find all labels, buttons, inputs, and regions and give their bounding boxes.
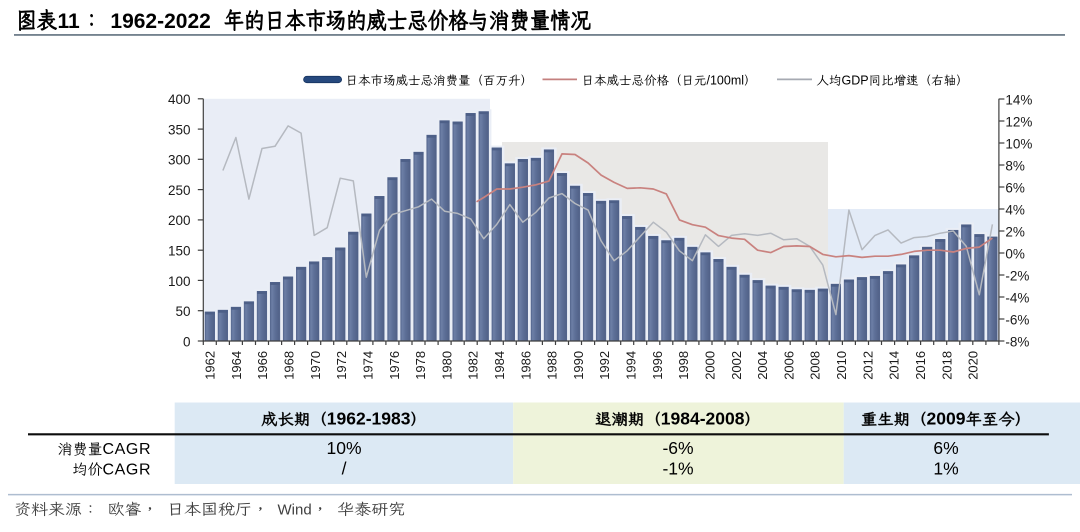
svg-text:2009: 2009 [927,409,966,429]
svg-text:1968: 1968 [282,351,297,380]
svg-text:4%: 4% [1005,202,1025,217]
svg-text:1984-2008: 1984-2008 [661,409,745,429]
svg-text:2006: 2006 [781,351,796,380]
svg-text:2000: 2000 [703,351,718,380]
svg-text:2012: 2012 [860,351,875,380]
svg-text:100: 100 [168,274,191,289]
svg-text:1962: 1962 [203,351,218,380]
svg-text:11: 11 [58,10,81,33]
svg-text:12%: 12% [1005,114,1032,129]
svg-text:150: 150 [168,244,191,259]
svg-text:1988: 1988 [545,351,560,380]
svg-text:-8%: -8% [1005,334,1029,349]
svg-text:1996: 1996 [650,351,665,380]
svg-text:2002: 2002 [729,351,744,380]
svg-text:10%: 10% [326,438,361,458]
svg-text:1990: 1990 [571,351,586,380]
svg-text:300: 300 [168,153,191,168]
svg-text:1978: 1978 [413,351,428,380]
svg-text:2004: 2004 [755,351,770,380]
svg-text:-2%: -2% [1005,268,1029,283]
svg-text:1%: 1% [933,458,958,478]
svg-text:2020: 2020 [966,351,981,380]
svg-text:1962-2022: 1962-2022 [110,10,210,33]
svg-text:1998: 1998 [676,351,691,380]
svg-text:2010: 2010 [834,351,849,380]
svg-text:-4%: -4% [1005,290,1029,305]
svg-text:2014: 2014 [887,351,902,380]
svg-text:2016: 2016 [913,351,928,380]
svg-text:1994: 1994 [624,351,639,380]
svg-text:GDP: GDP [842,74,869,88]
svg-text:2008: 2008 [808,351,823,380]
svg-text:-6%: -6% [662,438,693,458]
svg-text:Wind: Wind [278,502,312,519]
svg-text:8%: 8% [1005,158,1025,173]
svg-text:0%: 0% [1005,246,1025,261]
svg-text:1972: 1972 [334,351,349,380]
svg-text:CAGR: CAGR [103,441,152,458]
svg-text:1986: 1986 [518,351,533,380]
svg-text:1964: 1964 [229,351,244,380]
svg-text:1966: 1966 [255,351,270,380]
svg-text:1970: 1970 [308,351,323,380]
svg-text:/: / [342,458,347,478]
svg-text:50: 50 [175,304,190,319]
svg-text:6%: 6% [933,438,958,458]
svg-text:400: 400 [168,92,191,107]
svg-text:200: 200 [168,213,191,228]
svg-text:/100ml: /100ml [707,74,745,88]
svg-text:10%: 10% [1005,136,1032,151]
svg-text:1980: 1980 [439,351,454,380]
svg-text:250: 250 [168,183,191,198]
svg-text:1976: 1976 [387,351,402,380]
svg-text:350: 350 [168,122,191,137]
svg-text:2%: 2% [1005,224,1025,239]
svg-text:-1%: -1% [662,458,693,478]
svg-text:1962-1983: 1962-1983 [327,409,411,429]
svg-text:2018: 2018 [939,351,954,380]
svg-text:6%: 6% [1005,180,1025,195]
svg-text:14%: 14% [1005,92,1032,107]
svg-text:1992: 1992 [597,351,612,380]
svg-text:CAGR: CAGR [103,461,152,478]
svg-text:-6%: -6% [1005,312,1029,327]
svg-text:1982: 1982 [466,351,481,380]
svg-text:1974: 1974 [361,351,376,380]
svg-text:1984: 1984 [492,351,507,380]
svg-text:0: 0 [183,334,191,349]
